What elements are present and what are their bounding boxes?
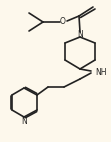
Text: N: N	[77, 30, 83, 38]
Text: NH: NH	[95, 67, 106, 77]
Text: N: N	[21, 116, 27, 126]
Text: O: O	[60, 16, 66, 26]
